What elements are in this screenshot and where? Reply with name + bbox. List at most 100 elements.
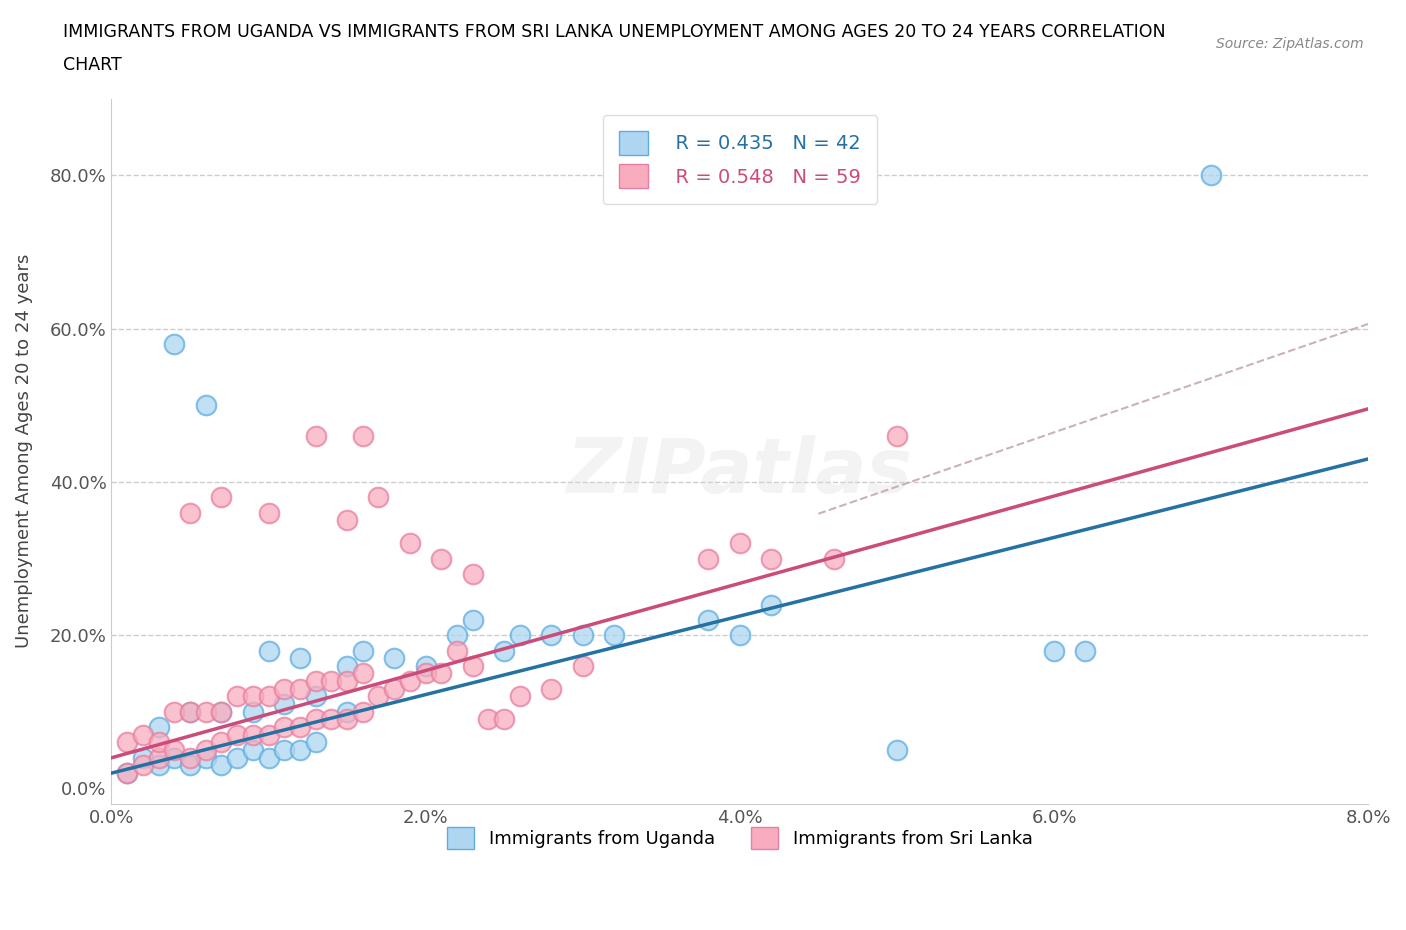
Point <box>761 551 783 566</box>
Point <box>1074 643 1097 658</box>
Point <box>288 720 311 735</box>
Point <box>179 505 201 520</box>
Point <box>163 704 186 719</box>
Point <box>446 643 468 658</box>
Text: CHART: CHART <box>63 56 122 73</box>
Point <box>461 658 484 673</box>
Point <box>728 628 751 643</box>
Point <box>148 751 170 765</box>
Point <box>509 628 531 643</box>
Point <box>132 727 155 742</box>
Point <box>179 704 201 719</box>
Point <box>288 682 311 697</box>
Point <box>697 613 720 628</box>
Point <box>761 597 783 612</box>
Point <box>273 697 295 711</box>
Point <box>273 720 295 735</box>
Point <box>226 727 249 742</box>
Point <box>257 727 280 742</box>
Point <box>430 666 453 681</box>
Point <box>179 751 201 765</box>
Point <box>336 712 359 727</box>
Point <box>382 651 405 666</box>
Point <box>1043 643 1066 658</box>
Point <box>415 666 437 681</box>
Point <box>399 536 422 551</box>
Legend: Immigrants from Uganda, Immigrants from Sri Lanka: Immigrants from Uganda, Immigrants from … <box>439 818 1042 858</box>
Point <box>352 704 374 719</box>
Point <box>728 536 751 551</box>
Point <box>304 673 326 688</box>
Point <box>242 727 264 742</box>
Point <box>399 673 422 688</box>
Point <box>304 689 326 704</box>
Point <box>115 765 138 780</box>
Point <box>477 712 499 727</box>
Point <box>571 628 593 643</box>
Point <box>304 735 326 750</box>
Point <box>273 682 295 697</box>
Point <box>886 429 908 444</box>
Point <box>226 751 249 765</box>
Point <box>352 643 374 658</box>
Point <box>304 429 326 444</box>
Point <box>336 673 359 688</box>
Point <box>367 490 389 505</box>
Point <box>115 735 138 750</box>
Point <box>209 490 232 505</box>
Point <box>446 628 468 643</box>
Point <box>336 512 359 527</box>
Point <box>209 758 232 773</box>
Point <box>509 689 531 704</box>
Point <box>242 743 264 758</box>
Point <box>1199 168 1222 183</box>
Point <box>697 551 720 566</box>
Point <box>886 743 908 758</box>
Point <box>288 743 311 758</box>
Point <box>461 613 484 628</box>
Point <box>571 658 593 673</box>
Point <box>194 743 217 758</box>
Point <box>132 758 155 773</box>
Point <box>273 743 295 758</box>
Point <box>163 743 186 758</box>
Point <box>257 751 280 765</box>
Point <box>540 682 562 697</box>
Point <box>115 765 138 780</box>
Text: ZIPatlas: ZIPatlas <box>567 435 912 510</box>
Point <box>352 429 374 444</box>
Point <box>179 758 201 773</box>
Point <box>242 704 264 719</box>
Point <box>321 673 343 688</box>
Text: IMMIGRANTS FROM UGANDA VS IMMIGRANTS FROM SRI LANKA UNEMPLOYMENT AMONG AGES 20 T: IMMIGRANTS FROM UGANDA VS IMMIGRANTS FRO… <box>63 23 1166 41</box>
Point <box>321 712 343 727</box>
Point <box>336 658 359 673</box>
Point <box>461 566 484 581</box>
Point <box>415 658 437 673</box>
Point <box>209 735 232 750</box>
Point <box>163 337 186 352</box>
Point <box>257 643 280 658</box>
Point <box>148 720 170 735</box>
Point <box>242 689 264 704</box>
Point <box>132 751 155 765</box>
Point <box>603 628 626 643</box>
Point <box>209 704 232 719</box>
Text: Source: ZipAtlas.com: Source: ZipAtlas.com <box>1216 37 1364 51</box>
Point <box>179 704 201 719</box>
Point <box>288 651 311 666</box>
Point <box>367 689 389 704</box>
Point <box>540 628 562 643</box>
Point <box>494 712 516 727</box>
Point <box>226 689 249 704</box>
Point <box>257 505 280 520</box>
Point <box>148 758 170 773</box>
Point <box>163 751 186 765</box>
Point <box>336 704 359 719</box>
Point <box>382 682 405 697</box>
Point <box>194 751 217 765</box>
Point <box>823 551 845 566</box>
Point <box>194 398 217 413</box>
Point <box>430 551 453 566</box>
Point <box>148 735 170 750</box>
